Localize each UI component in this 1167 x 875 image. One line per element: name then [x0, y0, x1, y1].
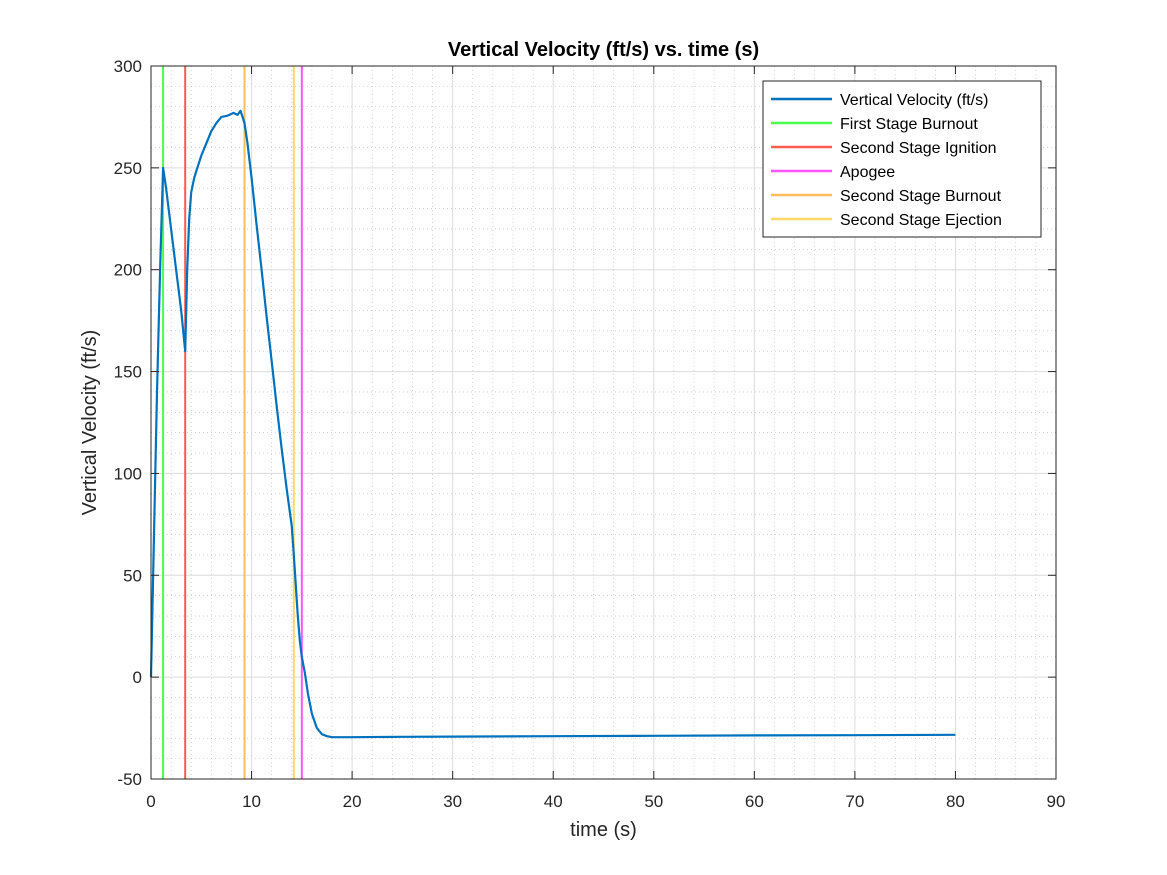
y-tick-labels: -50 0 50 100 150 200 250 300	[114, 57, 142, 789]
x-tick-label: 70	[845, 792, 864, 811]
x-tick-labels: 0 10 20 30 40 50 60 70 80 90	[146, 792, 1065, 811]
x-tick-label: 90	[1047, 792, 1066, 811]
legend-box	[762, 80, 1042, 238]
y-tick-label: 50	[123, 566, 142, 585]
chart-title: Vertical Velocity (ft/s) vs. time (s)	[448, 39, 759, 61]
x-tick-label: 80	[946, 792, 965, 811]
x-tick-label: 40	[544, 792, 563, 811]
y-tick-label: -50	[117, 770, 142, 789]
x-tick-label: 30	[443, 792, 462, 811]
y-tick-label: 150	[114, 363, 142, 382]
y-tick-label: 250	[114, 159, 142, 178]
x-tick-label: 10	[242, 792, 261, 811]
legend-entry: Second Stage Burnout	[840, 188, 1002, 205]
y-tick-label: 100	[114, 464, 142, 483]
legend-entry: Apogee	[840, 164, 895, 181]
y-tick-label: 200	[114, 261, 142, 280]
legend-entry: First Stage Burnout	[840, 116, 978, 133]
series-line	[149, 109, 956, 739]
y-tick-label: 300	[114, 57, 142, 76]
y-axis-label: Vertical Velocity (ft/s)	[79, 330, 101, 516]
x-tick-label: 0	[146, 792, 155, 811]
legend-entry: Vertical Velocity (ft/s)	[840, 92, 989, 109]
x-tick-label: 50	[644, 792, 663, 811]
x-tick-label: 20	[343, 792, 362, 811]
x-tick-label: 60	[745, 792, 764, 811]
legend-entry: Second Stage Ignition	[840, 140, 997, 157]
y-tick-label: 0	[133, 668, 142, 687]
legend: Vertical Velocity (ft/s) First Stage Burn…	[762, 80, 1042, 238]
series-layer	[149, 109, 956, 739]
legend-entry: Second Stage Ejection	[840, 212, 1002, 229]
x-axis-label: time (s)	[570, 819, 637, 841]
plot-frame	[150, 65, 1057, 780]
minor-grid	[151, 66, 1056, 779]
axis-ticks	[150, 65, 1057, 780]
